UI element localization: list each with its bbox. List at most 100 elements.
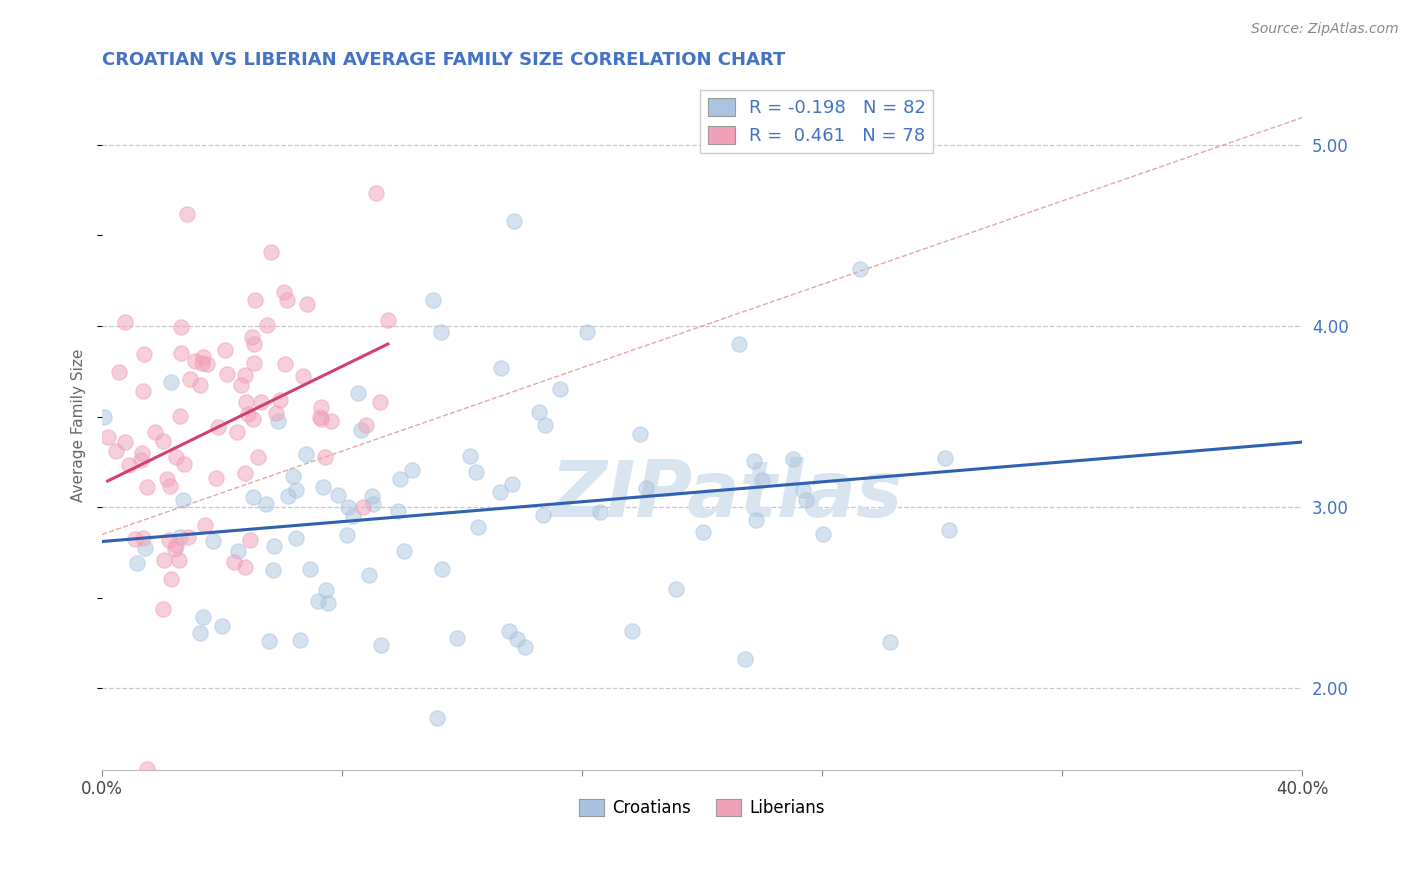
- Point: [849, 262, 872, 277]
- Point: [143, 425, 166, 439]
- Point: [273, 357, 295, 371]
- Point: [589, 504, 612, 518]
- Point: [184, 354, 207, 368]
- Point: [506, 632, 529, 646]
- Point: [190, 625, 212, 640]
- Point: [533, 418, 555, 433]
- Point: [134, 541, 156, 556]
- Point: [97, 430, 120, 444]
- Point: [458, 449, 481, 463]
- Point: [311, 780, 333, 794]
- Point: [294, 447, 316, 461]
- Point: [734, 652, 756, 666]
- Point: [501, 477, 523, 491]
- Point: [129, 453, 152, 467]
- Point: [257, 634, 280, 648]
- Point: [108, 365, 131, 379]
- Point: [299, 562, 322, 576]
- Point: [283, 469, 305, 483]
- Point: [634, 481, 657, 495]
- Legend: Croatians, Liberians: Croatians, Liberians: [572, 792, 832, 823]
- Point: [446, 632, 468, 646]
- Point: [165, 450, 187, 464]
- Point: [243, 356, 266, 370]
- Point: [665, 582, 688, 597]
- Point: [242, 411, 264, 425]
- Point: [361, 489, 384, 503]
- Point: [254, 497, 277, 511]
- Point: [527, 404, 550, 418]
- Point: [204, 471, 226, 485]
- Point: [125, 557, 148, 571]
- Point: [388, 472, 411, 486]
- Point: [264, 406, 287, 420]
- Text: CROATIAN VS LIBERIAN AVERAGE FAMILY SIZE CORRELATION CHART: CROATIAN VS LIBERIAN AVERAGE FAMILY SIZE…: [103, 51, 786, 69]
- Point: [259, 245, 281, 260]
- Point: [250, 395, 273, 409]
- Point: [312, 480, 335, 494]
- Point: [782, 452, 804, 467]
- Point: [194, 518, 217, 533]
- Point: [432, 562, 454, 576]
- Point: [309, 412, 332, 426]
- Point: [502, 213, 524, 227]
- Point: [273, 285, 295, 300]
- Point: [242, 490, 264, 504]
- Point: [193, 609, 215, 624]
- Point: [531, 508, 554, 522]
- Point: [132, 347, 155, 361]
- Point: [169, 530, 191, 544]
- Point: [337, 500, 360, 514]
- Point: [467, 520, 489, 534]
- Point: [336, 527, 359, 541]
- Point: [233, 368, 256, 382]
- Point: [387, 504, 409, 518]
- Point: [742, 454, 765, 468]
- Point: [309, 400, 332, 414]
- Point: [269, 392, 291, 407]
- Point: [288, 632, 311, 647]
- Point: [352, 500, 374, 515]
- Point: [879, 635, 901, 649]
- Point: [239, 533, 262, 547]
- Point: [276, 293, 298, 308]
- Point: [575, 325, 598, 339]
- Point: [159, 479, 181, 493]
- Point: [214, 343, 236, 358]
- Point: [548, 382, 571, 396]
- Point: [291, 368, 314, 383]
- Point: [179, 372, 201, 386]
- Point: [728, 336, 751, 351]
- Point: [751, 473, 773, 487]
- Point: [131, 531, 153, 545]
- Point: [233, 559, 256, 574]
- Point: [217, 368, 239, 382]
- Point: [811, 526, 834, 541]
- Point: [347, 386, 370, 401]
- Point: [938, 523, 960, 537]
- Point: [226, 425, 249, 440]
- Point: [153, 553, 176, 567]
- Point: [401, 463, 423, 477]
- Point: [169, 320, 191, 334]
- Point: [489, 484, 512, 499]
- Point: [934, 450, 956, 465]
- Point: [263, 539, 285, 553]
- Point: [620, 624, 643, 639]
- Point: [392, 544, 415, 558]
- Point: [243, 337, 266, 351]
- Point: [235, 395, 257, 409]
- Point: [165, 538, 187, 552]
- Point: [160, 572, 183, 586]
- Text: ZIPatlas: ZIPatlas: [550, 457, 903, 533]
- Point: [228, 543, 250, 558]
- Point: [263, 563, 285, 577]
- Point: [426, 711, 449, 725]
- Point: [342, 508, 364, 523]
- Point: [465, 465, 488, 479]
- Point: [277, 489, 299, 503]
- Point: [744, 513, 766, 527]
- Point: [152, 434, 174, 449]
- Point: [328, 487, 350, 501]
- Point: [229, 377, 252, 392]
